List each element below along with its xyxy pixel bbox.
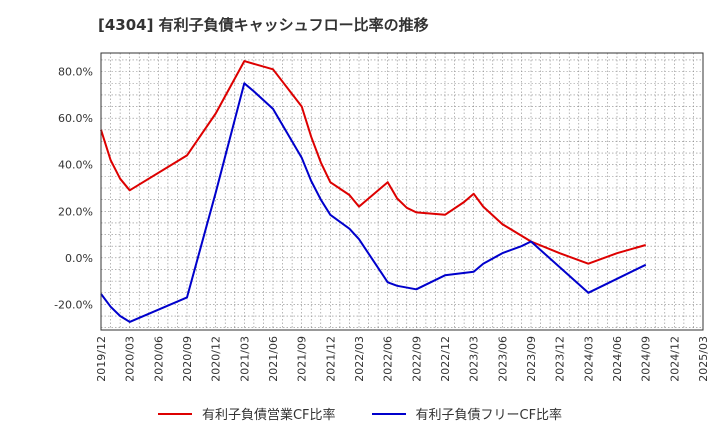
x-tick-label: 2020/09 bbox=[181, 336, 194, 382]
x-tick-label: 2020/03 bbox=[124, 336, 137, 382]
x-tick-label: 2020/12 bbox=[210, 336, 223, 382]
x-tick-label: 2021/03 bbox=[238, 336, 251, 382]
y-tick-label: 40.0% bbox=[58, 159, 93, 172]
y-tick-label: 60.0% bbox=[58, 112, 93, 125]
legend-label: 有利子負債営業CF比率 bbox=[201, 408, 336, 423]
x-tick-label: 2024/09 bbox=[640, 336, 653, 382]
grid-lines bbox=[100, 53, 704, 330]
plot-frame bbox=[100, 52, 704, 331]
x-tick-label: 2024/12 bbox=[668, 336, 681, 382]
x-tick-label: 2023/06 bbox=[496, 336, 509, 382]
legend-item-operating-cf: 有利子負債営業CF比率 bbox=[157, 404, 336, 423]
x-tick-label: 2020/06 bbox=[152, 336, 165, 382]
y-tick-label: -20.0% bbox=[54, 298, 93, 311]
chart-title: [4304] 有利子負債キャッシュフロー比率の推移 bbox=[98, 16, 429, 34]
x-tick-label: 2021/06 bbox=[267, 336, 280, 382]
y-axis-ticks: -20.0% 0.0% 20.0% 40.0% 60.0% 80.0% bbox=[54, 66, 93, 312]
x-tick-label: 2021/09 bbox=[296, 336, 309, 382]
y-tick-label: 80.0% bbox=[58, 66, 93, 79]
legend-label: 有利子負債フリーCF比率 bbox=[415, 408, 563, 423]
series-line-free-cf bbox=[100, 82, 647, 323]
x-tick-label: 2022/06 bbox=[382, 336, 395, 382]
x-tick-label: 2021/12 bbox=[324, 336, 337, 382]
x-tick-label: 2024/03 bbox=[582, 336, 595, 382]
x-tick-label: 2022/09 bbox=[410, 336, 423, 382]
x-tick-label: 2025/03 bbox=[697, 336, 710, 382]
x-tick-label: 2022/03 bbox=[353, 336, 366, 382]
legend-item-free-cf: 有利子負債フリーCF比率 bbox=[371, 404, 563, 423]
series-lines bbox=[100, 60, 647, 323]
legend: 有利子負債営業CF比率 有利子負債フリーCF比率 bbox=[0, 404, 720, 423]
x-tick-label: 2023/09 bbox=[525, 336, 538, 382]
x-tick-label: 2019/12 bbox=[95, 336, 108, 382]
legend-swatch-red bbox=[157, 412, 192, 415]
series-line-operating-cf bbox=[100, 60, 646, 265]
x-tick-label: 2023/12 bbox=[554, 336, 567, 382]
x-tick-label: 2023/03 bbox=[468, 336, 481, 382]
legend-swatch-blue bbox=[371, 412, 406, 415]
x-tick-label: 2024/06 bbox=[611, 336, 624, 382]
x-axis-ticks: 2019/12 2020/03 2020/06 2020/09 2020/12 2021/… bbox=[95, 336, 710, 382]
y-tick-label: 0.0% bbox=[65, 252, 93, 265]
y-tick-label: 20.0% bbox=[58, 205, 93, 218]
x-tick-label: 2022/12 bbox=[439, 336, 452, 382]
